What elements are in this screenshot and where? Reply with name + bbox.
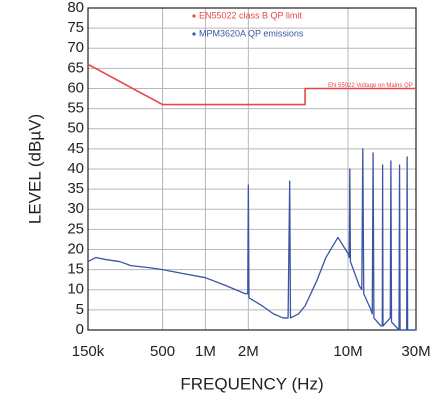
y-tick-label: 30 (67, 200, 84, 217)
y-tick-label: 25 (67, 220, 84, 237)
y-tick-label: 0 (76, 321, 84, 338)
y-tick-label: 40 (67, 160, 84, 177)
x-tick-label: 2M (238, 343, 259, 360)
x-tick-label: 500 (150, 343, 175, 360)
legend-label: EN55022 class B QP limit (199, 10, 302, 20)
y-tick-label: 65 (67, 59, 84, 76)
y-tick-label: 80 (67, 0, 84, 16)
y-tick-label: 20 (67, 240, 84, 257)
y-tick-label: 55 (67, 100, 84, 117)
y-tick-label: 10 (67, 281, 84, 298)
y-tick-label: 35 (67, 180, 84, 197)
y-tick-label: 75 (67, 19, 84, 36)
series-line (87, 63, 416, 106)
x-tick-label: 10M (333, 343, 362, 360)
x-tick-label: 30M (401, 343, 430, 360)
y-tick-label: 50 (67, 120, 84, 137)
legend-label: MPM3620A QP emissions (199, 28, 304, 38)
y-tick-label: 45 (67, 140, 84, 157)
y-tick-label: 15 (67, 261, 84, 278)
x-axis-title: FREQUENCY (Hz) (180, 374, 323, 393)
y-axis-title: LEVEL (dBµV) (25, 114, 44, 224)
annotation: EN 55022 Voltage on Mains QP (328, 83, 413, 89)
x-tick-label: 1M (195, 343, 216, 360)
series-line (87, 148, 416, 331)
y-tick-label: 5 (76, 301, 84, 318)
y-tick-label: 70 (67, 39, 84, 56)
plot-frame (87, 7, 417, 331)
legend-marker (192, 14, 196, 18)
y-tick-label: 60 (67, 79, 84, 96)
x-tick-label: 150k (72, 343, 105, 360)
legend-marker (192, 32, 196, 36)
